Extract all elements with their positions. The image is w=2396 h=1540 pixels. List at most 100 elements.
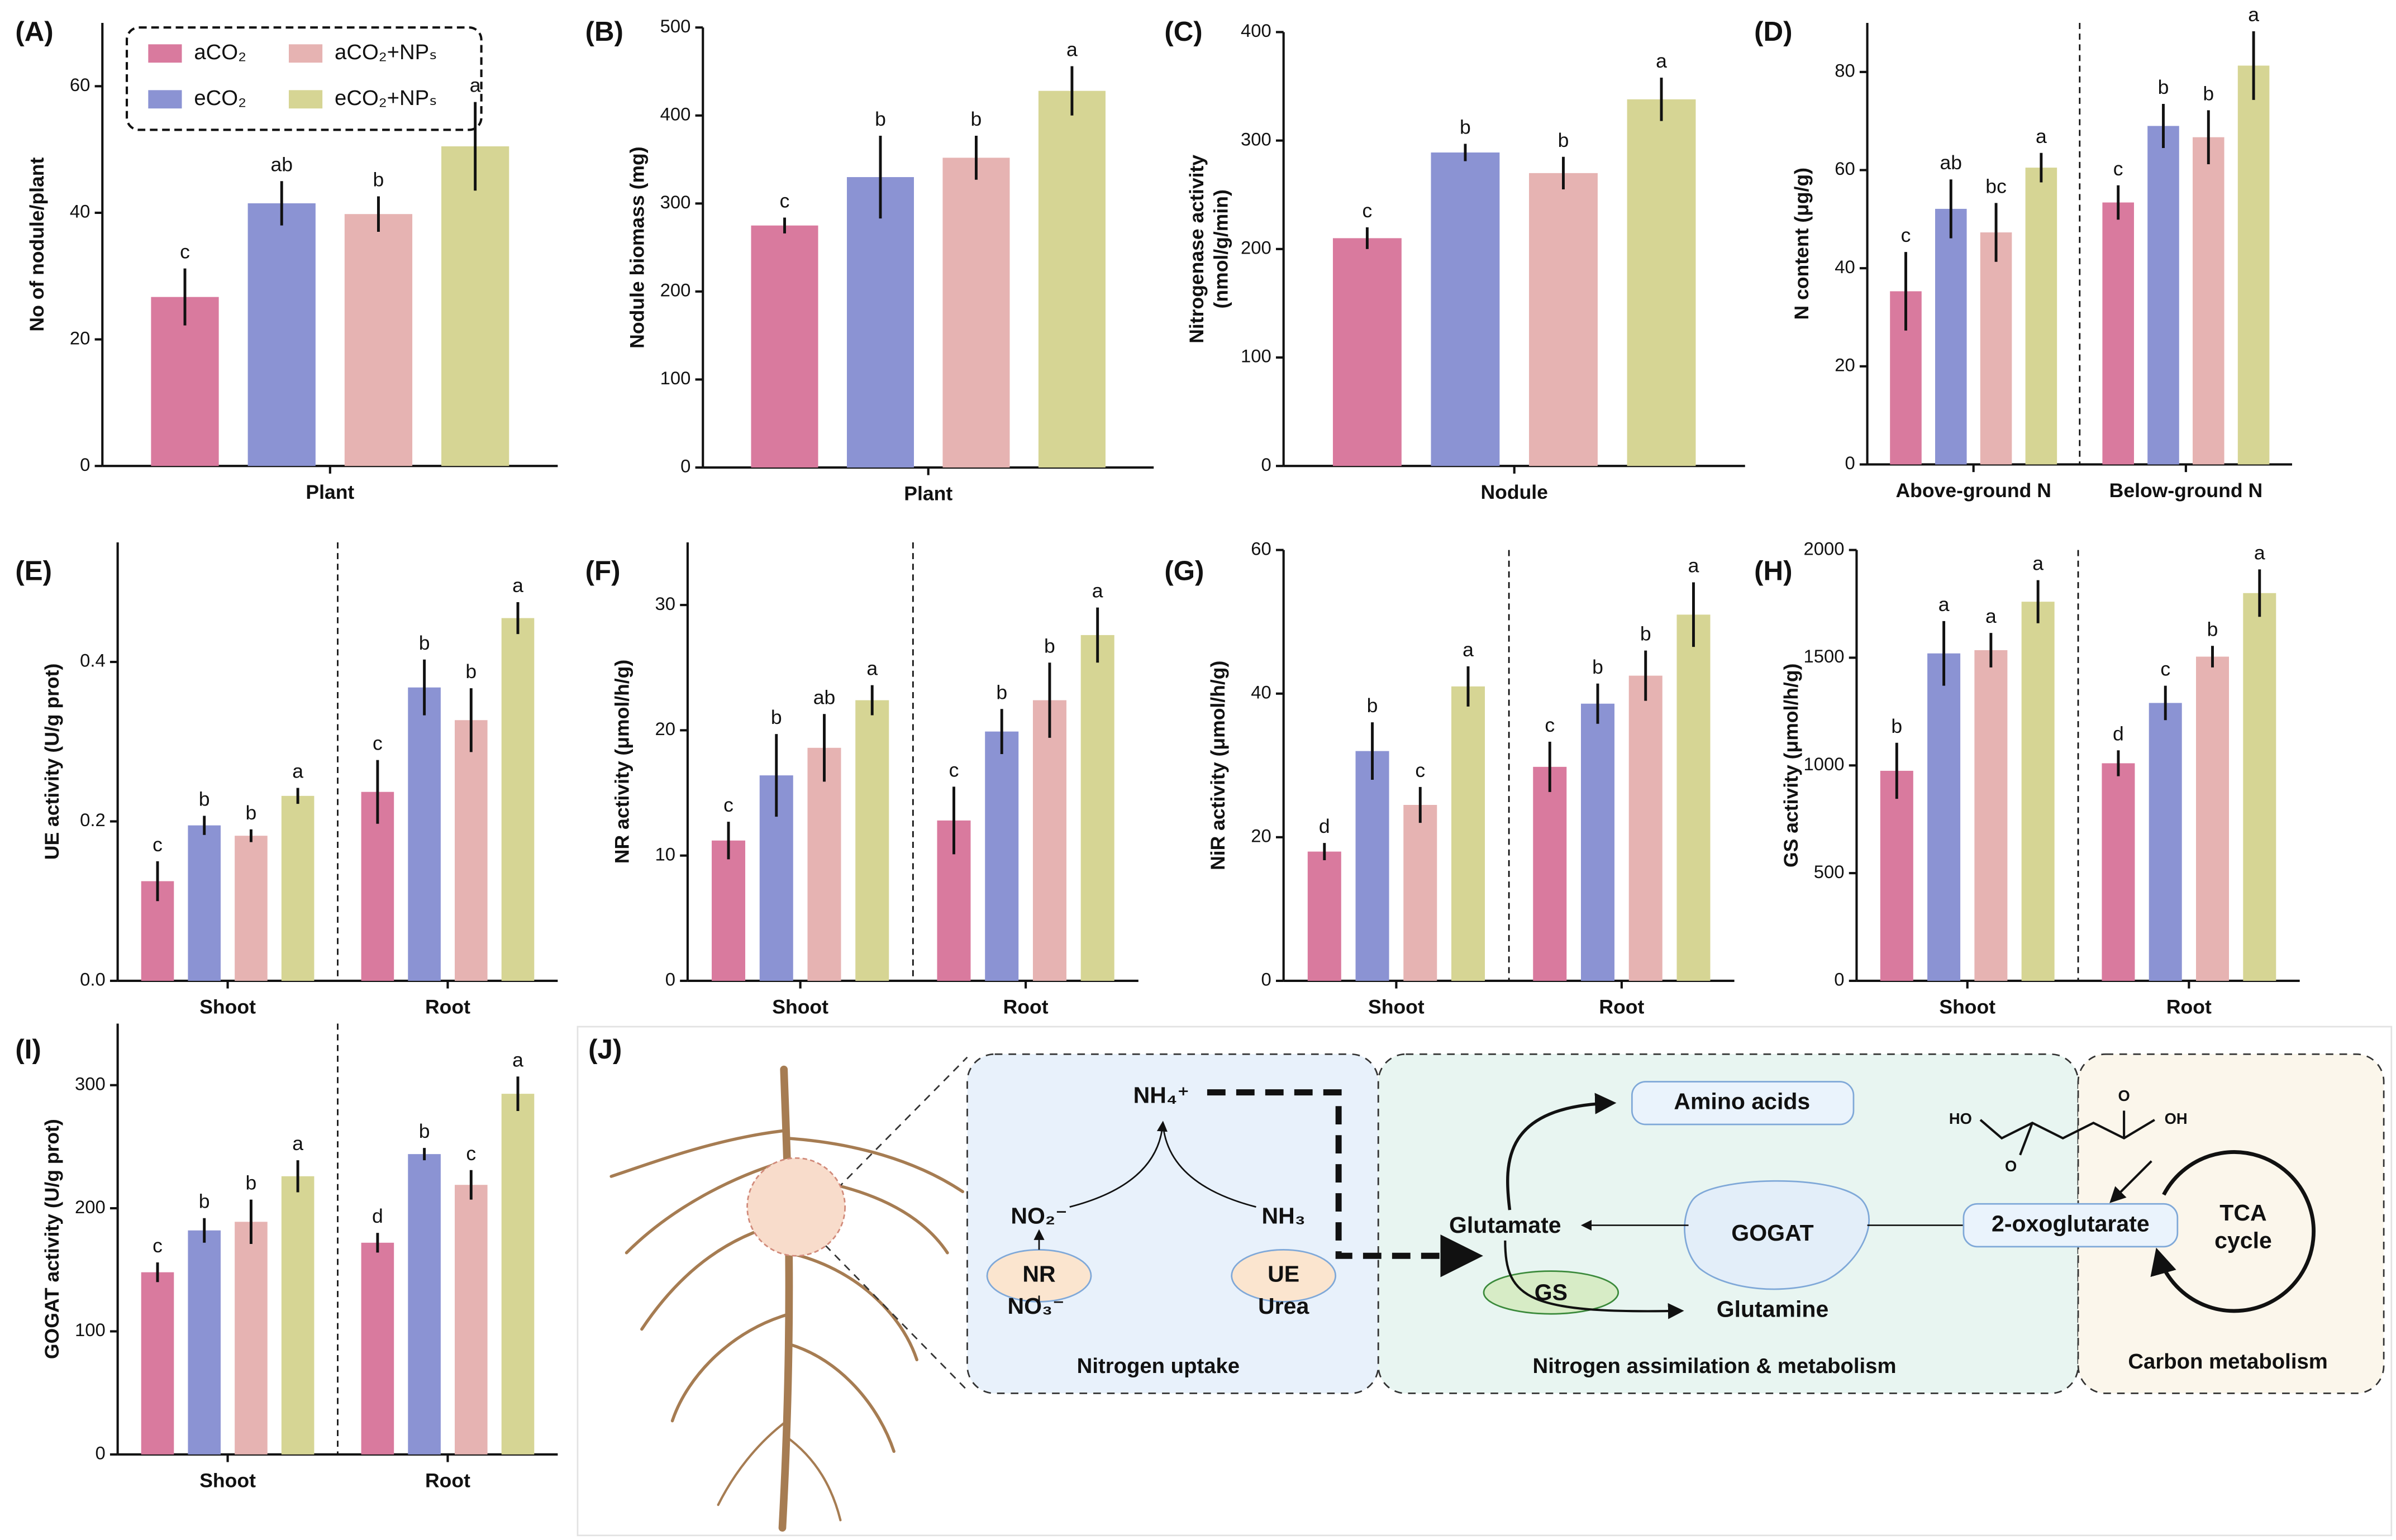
y-tick-label: 0.0 xyxy=(80,969,106,990)
y-tick-label: 30 xyxy=(655,593,676,614)
significance-letter: b xyxy=(1592,656,1603,678)
legend-swatch xyxy=(148,90,182,109)
significance-letter: a xyxy=(292,1132,303,1155)
bar xyxy=(1580,703,1615,981)
bar xyxy=(846,177,914,468)
y-tick-label: 0 xyxy=(680,456,690,476)
bar xyxy=(1974,650,2008,981)
bar xyxy=(2102,763,2135,981)
oxo: 2-oxoglutarate xyxy=(1992,1210,2150,1236)
panel-title: (E) xyxy=(15,556,52,587)
legend-swatch xyxy=(148,44,182,63)
significance-letter: b xyxy=(971,108,982,130)
panel-title: (H) xyxy=(1754,556,1792,587)
significance-letter: c xyxy=(1545,714,1555,736)
bar xyxy=(751,225,818,468)
significance-letter: b xyxy=(996,681,1007,703)
ue-enzyme xyxy=(1231,1248,1337,1303)
bar xyxy=(1307,851,1341,981)
gs: GS xyxy=(1535,1279,1568,1305)
significance-letter: b xyxy=(246,1172,257,1194)
y-tick-label: 500 xyxy=(660,16,691,36)
significance-letter: b xyxy=(1891,715,1902,737)
y-tick-label: 1500 xyxy=(1804,646,1845,666)
bar xyxy=(2102,202,2134,465)
glutamate: Glutamate xyxy=(1449,1212,1561,1238)
bar xyxy=(1533,766,1567,981)
x-tick-label: Root xyxy=(425,996,470,1018)
bar xyxy=(2025,168,2057,465)
y-tick-label: 300 xyxy=(660,192,691,212)
panel-title: (G) xyxy=(1164,556,1204,587)
significance-letter: ab xyxy=(813,686,836,708)
y-tick-label: 400 xyxy=(1241,20,1271,41)
y-axis-label: NR activity (μmol/h/g) xyxy=(611,660,633,864)
x-tick-label: Plant xyxy=(904,483,952,505)
bar xyxy=(1627,99,1696,466)
bar xyxy=(2149,703,2182,981)
significance-letter: c xyxy=(2160,658,2170,680)
significance-letter: b xyxy=(2158,76,2169,98)
bar xyxy=(235,1222,268,1455)
legend-label: eCO₂+NPₛ xyxy=(335,86,437,110)
y-tick-label: 2000 xyxy=(1804,538,1845,559)
tca-cycle xyxy=(2150,1150,2316,1313)
panel-title: (J) xyxy=(588,1034,622,1065)
amino-box xyxy=(1631,1081,1855,1126)
x-tick-label: Below-ground N xyxy=(2109,479,2262,502)
y-axis-label: UE activity (U/g prot) xyxy=(41,664,63,860)
significance-letter: a xyxy=(1656,50,1667,72)
significance-letter: a xyxy=(1938,593,1950,616)
y-axis-label: No of nodule/plant xyxy=(26,157,48,331)
zoom-line xyxy=(836,1056,968,1189)
significance-letter: a xyxy=(1463,638,1474,661)
y-tick-label: 300 xyxy=(75,1073,106,1094)
significance-letter: c xyxy=(2113,158,2123,180)
bar xyxy=(1927,653,1961,981)
tca: TCA xyxy=(2219,1200,2266,1226)
uptake-label: Nitrogen uptake xyxy=(1077,1354,1240,1378)
bar xyxy=(188,1230,221,1455)
y-axis-label: NiR activity (μmol/h/g) xyxy=(1207,661,1229,870)
significance-letter: ab xyxy=(1940,151,1962,174)
bar xyxy=(141,1272,174,1455)
bar xyxy=(408,1154,441,1455)
y-axis-label: GOGAT activity (U/g prot) xyxy=(41,1119,63,1359)
x-tick-label: Shoot xyxy=(772,996,828,1018)
x-tick-label: Nodule xyxy=(1480,481,1547,503)
y-tick-label: 40 xyxy=(70,201,90,222)
y-axis-label: Nodule biomass (mg) xyxy=(626,146,649,348)
significance-letter: a xyxy=(2254,541,2265,564)
y-tick-label: 80 xyxy=(1835,60,1855,81)
legend-box xyxy=(125,26,483,131)
significance-letter: b xyxy=(1460,116,1471,138)
y-tick-label: 200 xyxy=(75,1196,106,1217)
molecule-label: HO xyxy=(1949,1110,1972,1127)
y-tick-label: 300 xyxy=(1241,128,1271,149)
y-tick-label: 200 xyxy=(660,280,691,301)
y-tick-label: 100 xyxy=(660,368,691,388)
y-tick-label: 20 xyxy=(655,718,676,739)
significance-letter: b xyxy=(465,660,477,683)
y-tick-label: 0 xyxy=(1845,452,1855,473)
bar xyxy=(1628,675,1663,981)
significance-letter: c xyxy=(153,833,163,856)
panel-title: (D) xyxy=(1754,16,1792,47)
significance-letter: a xyxy=(2036,125,2047,147)
bar xyxy=(1676,614,1711,981)
significance-letter: b xyxy=(1367,694,1378,717)
y-tick-label: 60 xyxy=(1835,158,1855,179)
bar xyxy=(2243,593,2276,981)
bar xyxy=(1332,238,1402,466)
molecule-label: OH xyxy=(2165,1110,2188,1127)
significance-letter: b xyxy=(875,108,886,130)
panel-title: (F) xyxy=(585,556,621,587)
significance-letter: a xyxy=(1066,39,1078,61)
panel-border xyxy=(577,1026,2393,1537)
significance-letter: b xyxy=(1558,129,1569,151)
arrow xyxy=(1504,1240,1684,1319)
bar xyxy=(807,747,841,981)
significance-letter: a xyxy=(292,760,303,783)
y-axis-label: N content (μg/g) xyxy=(1790,168,1813,320)
bar xyxy=(281,795,315,981)
